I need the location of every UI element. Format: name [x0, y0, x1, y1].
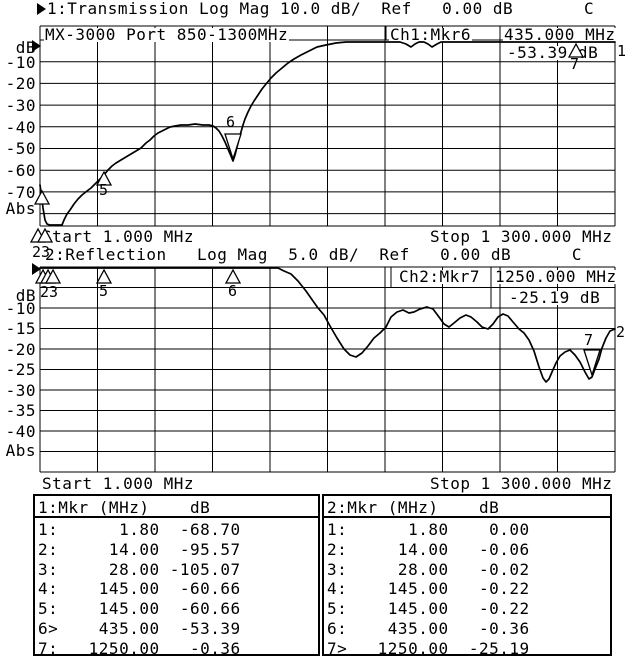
marker-number-label: 5	[99, 181, 109, 199]
marker-triangle-icon	[44, 268, 62, 284]
marker-number-label: 7	[570, 55, 580, 73]
y-axis-label: -60	[5, 161, 36, 180]
y-axis-label: dB	[15, 286, 36, 305]
ch2-marker-value: -25.19 dB	[508, 288, 602, 307]
trace2-number-label: 2	[616, 323, 626, 341]
marker-table-1-divider	[35, 516, 318, 518]
marker-table-2: 2:Mkr (MHz) dB 1: 1.80 0.00 2: 14.00 -0.0…	[322, 494, 612, 659]
y-axis-label: -15	[5, 319, 36, 338]
marker-table-row: 2: 14.00 -0.06	[327, 539, 530, 559]
y-axis-label: -30	[5, 380, 36, 400]
marker-table-row: 2: 14.00 -95.57	[38, 539, 241, 559]
marker-number-label: 6	[226, 113, 236, 131]
channel1-title-line: 1:Transmission Log Mag 10.0 dB/ Ref 0.00…	[47, 0, 595, 18]
marker-table-1: 1:Mkr (MHz) dB 1: 1.80 -68.70 2: 14.00 -9…	[33, 494, 320, 659]
marker-triangle-icon	[39, 268, 57, 284]
ch2-marker-channel: Ch2:Mkr7	[398, 267, 482, 286]
marker-table-2-divider	[324, 516, 610, 518]
trace-1	[39, 41, 616, 226]
y-axis-label: -30	[5, 95, 36, 115]
marker-table-1-rows: 1: 1.80 -68.70 2: 14.00 -95.57 3: 28.00 -1…	[38, 520, 241, 659]
y-axis-label: -40	[5, 117, 36, 137]
marker-table-row: 3: 28.00 -0.02	[327, 559, 530, 579]
ch1-stop-frequency-label: Stop 1 300.000 MHz	[430, 227, 613, 246]
device-label: MX-3000 Port 850-1300MHz	[44, 25, 290, 44]
marker-triangle-icon	[583, 349, 601, 378]
y-axis-label: -20	[5, 339, 36, 359]
ch2-marker-frequency: 1250.000 MHz	[494, 267, 618, 286]
marker-table-row: 3: 28.00 -105.07	[38, 559, 241, 579]
marker-triangle-icon	[33, 189, 51, 205]
marker-table-row: 4: 145.00 -0.22	[327, 579, 530, 599]
marker-table-row: 1: 1.80 0.00	[327, 520, 530, 539]
marker-table-row: 6> 435.00 -53.39	[38, 618, 241, 638]
marker-table-row: 6: 435.00 -0.36	[327, 618, 530, 638]
ch2-stop-frequency-label: Stop 1 300.000 MHz	[430, 474, 613, 493]
y-axis-label: -25	[5, 360, 36, 379]
ch1-marker-frequency: 435.000 MHz	[503, 25, 617, 44]
y-axis-label: -35	[5, 401, 36, 420]
marker-triangle-icon	[34, 268, 52, 284]
reference-pointer-icon	[32, 263, 41, 275]
marker-number-label: 5	[99, 282, 109, 300]
y-axis-label: -10	[5, 298, 36, 318]
ch1-marker-value: -53.39 dB	[506, 43, 600, 62]
trace1-number-label: 1	[617, 42, 627, 60]
y-axis-label: -70	[5, 182, 36, 202]
marker-table-row: 1: 1.80 -68.70	[38, 520, 241, 539]
marker-number-label: 7	[584, 331, 594, 349]
y-axis-label: Abs	[5, 199, 36, 218]
ch2-start-frequency-label: Start 1.000 MHz	[42, 474, 194, 493]
y-axis-label: -10	[5, 52, 36, 72]
channel2-title-line: 2:Reflection Log Mag 5.0 dB/ Ref 0.00 dB…	[45, 245, 583, 264]
marker-table-2-rows: 1: 1.80 0.00 2: 14.00 -0.06 3: 28.00 -0.02…	[327, 520, 530, 659]
y-axis-label: -20	[5, 74, 36, 94]
ch2-marker-cluster-label: 23	[40, 283, 59, 301]
marker-table-row: 7: 1250.00 -0.36	[38, 638, 241, 658]
ch1-clamped-markers-label: 23	[32, 243, 51, 261]
ch1-start-frequency-label: Start 1.000 MHz	[42, 227, 194, 246]
y-axis-label: -50	[5, 139, 36, 159]
marker-table-row: 7> 1250.00 -25.19	[327, 638, 530, 658]
marker-number-label: 6	[228, 282, 238, 300]
marker-table-2-header: 2:Mkr (MHz) dB	[327, 498, 500, 517]
marker-table-1-header: 1:Mkr (MHz) dB	[38, 498, 211, 517]
y-axis-label: dB	[15, 38, 36, 57]
marker-table-row: 5: 145.00 -60.66	[38, 599, 241, 619]
marker-triangle-icon	[224, 133, 242, 162]
ch1-marker-channel: Ch1:Mkr6	[389, 25, 473, 44]
y-axis-label: -40	[5, 421, 36, 441]
reference-pointer-icon	[37, 3, 46, 15]
marker-table-row: 5: 145.00 -0.22	[327, 599, 530, 619]
marker-table-row: 4: 145.00 -60.66	[38, 579, 241, 599]
y-axis-label: Abs	[5, 441, 36, 460]
